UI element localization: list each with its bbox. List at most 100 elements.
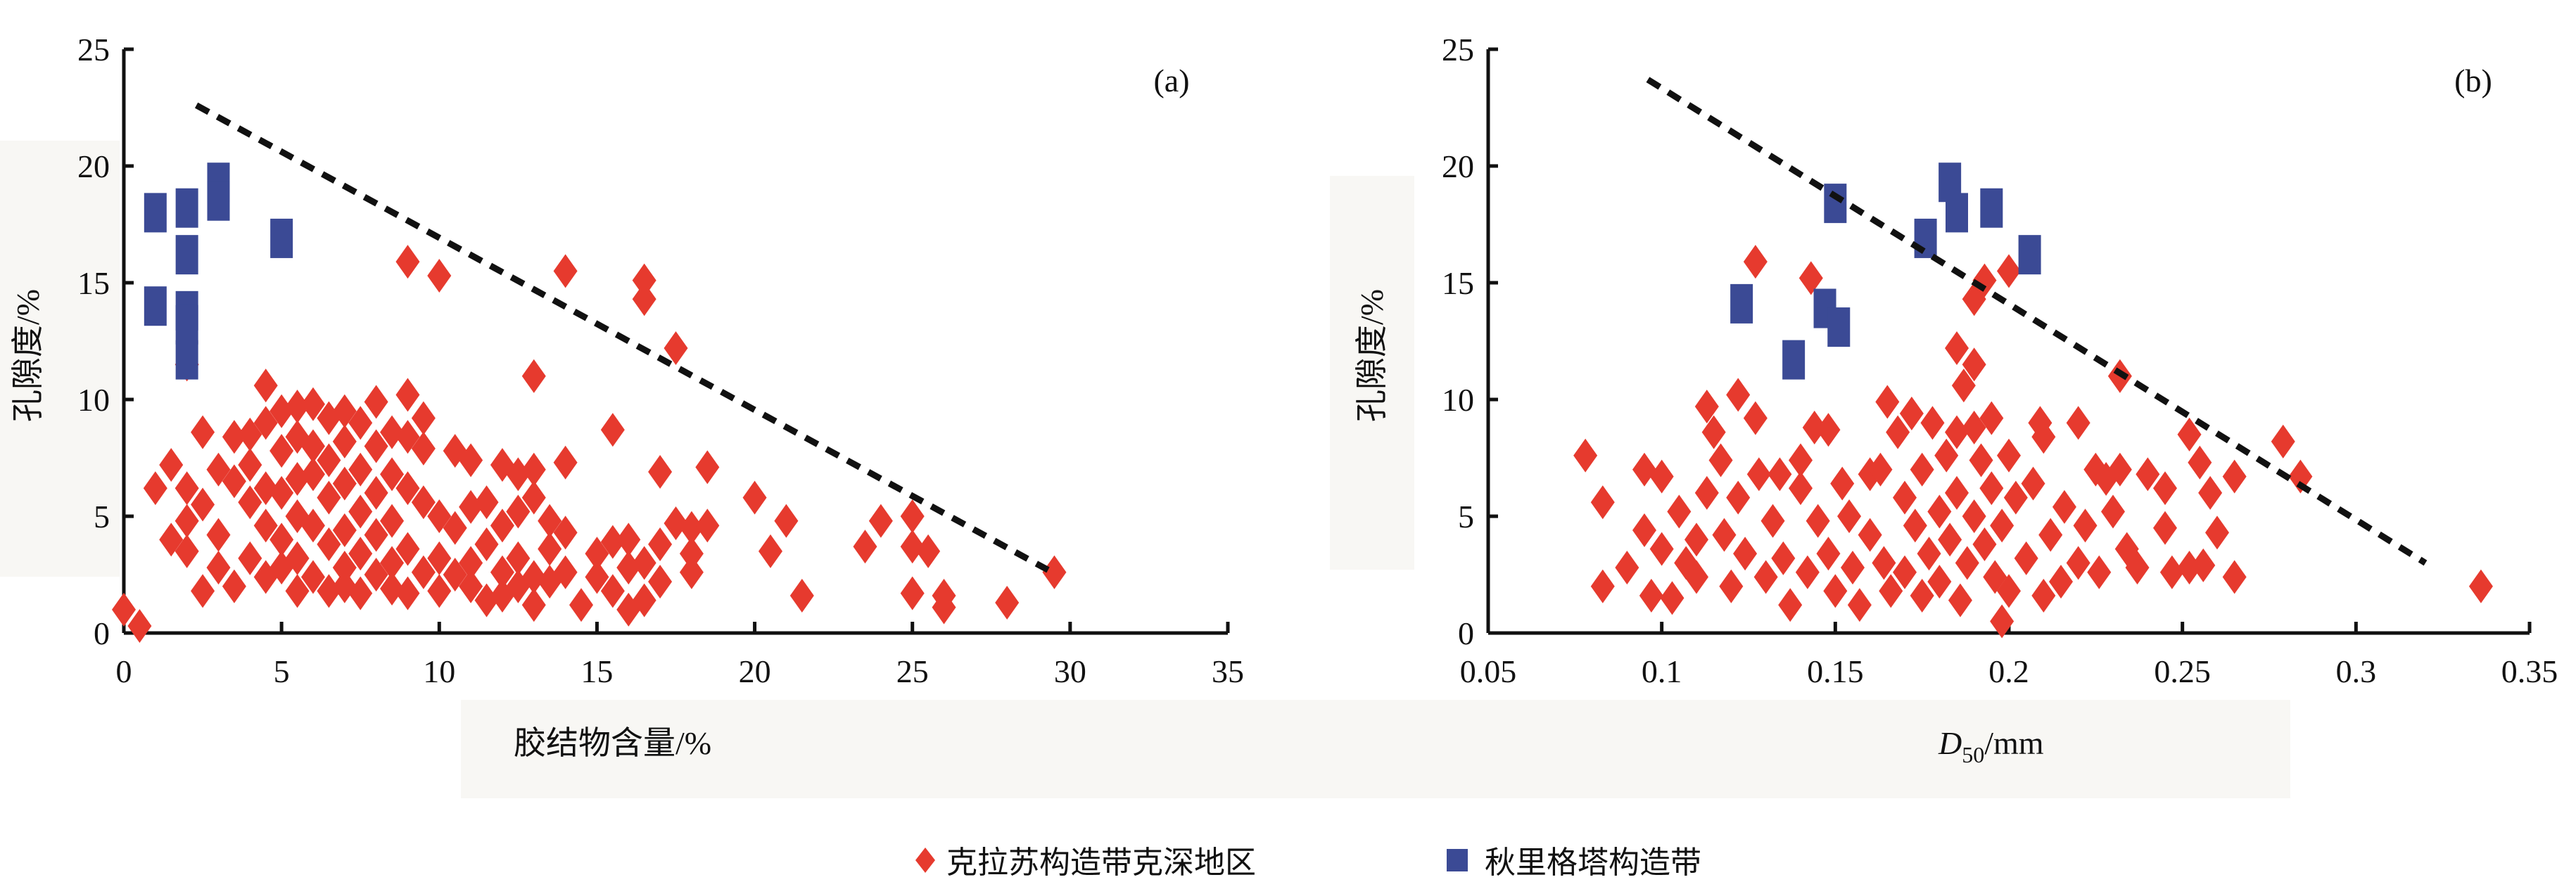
- data-point-diamond: [1771, 541, 1796, 575]
- y-tick-label: 0: [1458, 615, 1474, 651]
- data-point-diamond: [1893, 480, 1917, 515]
- y-axis-label-b: 孔隙度/%: [1354, 289, 1390, 422]
- data-point-diamond: [1778, 588, 1803, 622]
- data-point-diamond: [427, 259, 452, 293]
- data-point-diamond: [285, 574, 310, 608]
- panel-b: 0 5 10 15 20 25 0.05 0.1 0.15 0.2 0.25 0.3 0.35 (b): [1442, 32, 2558, 689]
- data-point-diamond: [1910, 578, 1934, 613]
- data-point-diamond: [1746, 457, 1771, 492]
- data-point-diamond: [2177, 417, 2202, 452]
- x-tick-label: 0.35: [2501, 653, 2558, 689]
- data-point-diamond: [648, 564, 673, 599]
- y-tick-label: 15: [77, 265, 110, 301]
- legend-item-qiuligeta: 秋里格塔构造带: [1442, 837, 1701, 882]
- data-point-diamond: [253, 509, 278, 543]
- data-point-diamond: [1798, 261, 1823, 295]
- xlabel-b-sub: 50: [1962, 742, 1984, 767]
- data-point-diamond: [191, 574, 215, 608]
- data-point-diamond: [317, 443, 341, 478]
- data-point-diamond: [300, 457, 325, 492]
- y-tick-label: 25: [1442, 32, 1474, 68]
- data-point-diamond: [411, 401, 436, 435]
- data-point-diamond: [538, 532, 562, 566]
- data-point-diamond: [900, 499, 925, 533]
- data-point-diamond: [411, 555, 436, 589]
- diamond-marker-icon: [915, 848, 935, 873]
- data-point-diamond: [616, 551, 641, 585]
- data-point-diamond: [348, 406, 373, 440]
- data-point-diamond: [1694, 475, 1719, 510]
- data-point-diamond: [2014, 541, 2038, 575]
- data-point-diamond: [253, 471, 278, 506]
- data-point-diamond: [600, 574, 625, 608]
- data-point-diamond: [459, 569, 483, 603]
- data-point-diamond: [474, 527, 499, 561]
- data-point-diamond: [427, 574, 452, 608]
- data-point-diamond: [317, 527, 341, 561]
- data-point-diamond: [269, 434, 294, 468]
- data-point-diamond: [1639, 578, 1663, 613]
- data-point-square: [270, 218, 293, 258]
- data-point-diamond: [521, 588, 546, 622]
- data-point-diamond: [2107, 452, 2132, 487]
- y-tick-label: 0: [94, 615, 110, 651]
- data-point-diamond: [222, 464, 246, 499]
- data-point-diamond: [2222, 560, 2247, 594]
- data-point-diamond: [1830, 466, 1855, 501]
- data-point-diamond: [600, 413, 625, 447]
- data-point-diamond: [679, 511, 704, 545]
- data-point-diamond: [1684, 523, 1708, 557]
- data-point-diamond: [1660, 581, 1684, 615]
- data-point-diamond: [395, 576, 420, 611]
- x-tick-label: 15: [580, 653, 613, 689]
- data-point-diamond: [1955, 546, 1979, 580]
- data-point-diamond: [1979, 401, 2004, 435]
- data-point-diamond: [521, 480, 546, 515]
- data-point-diamond: [1760, 504, 1785, 538]
- data-point-diamond: [679, 537, 704, 571]
- data-point-diamond: [143, 471, 167, 506]
- data-point-diamond: [1719, 569, 1744, 603]
- x-tick-label: 30: [1054, 653, 1086, 689]
- data-point-square: [144, 286, 167, 326]
- legend: 克拉苏构造带克深地区 秋里格塔构造带: [0, 837, 2576, 882]
- data-point-diamond: [474, 485, 499, 520]
- data-point-diamond: [1917, 537, 1941, 571]
- x-tick-label: 25: [896, 653, 929, 689]
- data-point-diamond: [506, 541, 531, 575]
- data-point-diamond: [2288, 459, 2313, 494]
- data-point-diamond: [2052, 490, 2076, 524]
- data-point-diamond: [1768, 457, 1792, 492]
- data-point-diamond: [664, 506, 688, 540]
- data-point-diamond: [159, 523, 184, 557]
- data-point-diamond: [364, 558, 388, 592]
- data-point-diamond: [380, 457, 405, 492]
- data-point-diamond: [1733, 537, 1758, 571]
- data-point-diamond: [2136, 457, 2160, 492]
- data-point-diamond: [900, 530, 925, 564]
- data-point-diamond: [868, 504, 893, 538]
- data-point-diamond: [1872, 546, 1896, 580]
- data-point-diamond: [1962, 410, 1986, 445]
- data-point-diamond: [427, 499, 452, 533]
- data-point-diamond: [269, 523, 294, 557]
- data-point-diamond: [1945, 331, 1969, 365]
- data-point-diamond: [269, 394, 294, 428]
- data-point-diamond: [411, 485, 436, 520]
- data-point-diamond: [1684, 560, 1708, 594]
- x-tick-label: 0.1: [1642, 653, 1682, 689]
- data-point-diamond: [191, 487, 215, 522]
- data-point-diamond: [1590, 569, 1615, 603]
- data-point-diamond: [1837, 499, 1862, 533]
- xlabel-b-main: D: [1938, 725, 1962, 761]
- data-point-diamond: [1899, 396, 1924, 430]
- data-point-diamond: [2191, 548, 2216, 582]
- data-point-diamond: [2153, 511, 2177, 545]
- x-tick-label: 0: [116, 653, 132, 689]
- data-point-diamond: [474, 583, 499, 618]
- data-point-diamond: [569, 588, 594, 622]
- data-point-diamond: [300, 387, 325, 421]
- data-point-diamond: [1962, 499, 1986, 533]
- data-point-square: [175, 340, 198, 380]
